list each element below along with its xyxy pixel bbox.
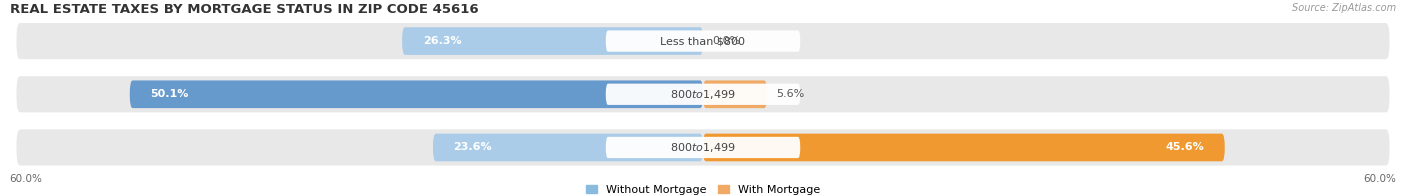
FancyBboxPatch shape (703, 81, 768, 108)
Legend: Without Mortgage, With Mortgage: Without Mortgage, With Mortgage (586, 185, 820, 195)
FancyBboxPatch shape (17, 129, 1389, 166)
FancyBboxPatch shape (606, 137, 800, 158)
FancyBboxPatch shape (606, 84, 800, 105)
Text: Less than $800: Less than $800 (661, 36, 745, 46)
Text: 45.6%: 45.6% (1166, 143, 1204, 152)
Text: 5.6%: 5.6% (776, 89, 804, 99)
FancyBboxPatch shape (129, 81, 703, 108)
Text: 50.1%: 50.1% (150, 89, 188, 99)
FancyBboxPatch shape (17, 23, 1389, 59)
Text: $800 to $1,499: $800 to $1,499 (671, 88, 735, 101)
Text: 23.6%: 23.6% (454, 143, 492, 152)
FancyBboxPatch shape (606, 30, 800, 52)
Text: Source: ZipAtlas.com: Source: ZipAtlas.com (1292, 3, 1396, 13)
Text: $800 to $1,499: $800 to $1,499 (671, 141, 735, 154)
Text: 60.0%: 60.0% (10, 174, 42, 184)
FancyBboxPatch shape (433, 134, 703, 161)
Text: REAL ESTATE TAXES BY MORTGAGE STATUS IN ZIP CODE 45616: REAL ESTATE TAXES BY MORTGAGE STATUS IN … (10, 3, 478, 16)
Text: 60.0%: 60.0% (1364, 174, 1396, 184)
FancyBboxPatch shape (17, 76, 1389, 112)
FancyBboxPatch shape (703, 134, 1225, 161)
Text: 26.3%: 26.3% (423, 36, 461, 46)
Text: 0.0%: 0.0% (713, 36, 741, 46)
FancyBboxPatch shape (402, 27, 703, 55)
